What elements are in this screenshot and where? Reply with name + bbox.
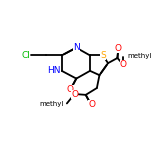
Text: methyl: methyl <box>39 101 63 107</box>
Text: N: N <box>73 43 80 52</box>
Text: O: O <box>115 44 122 53</box>
Text: O: O <box>71 90 78 98</box>
Text: S: S <box>100 51 106 60</box>
Text: O: O <box>67 85 74 94</box>
Text: methyl: methyl <box>128 53 152 59</box>
Text: O: O <box>88 100 95 109</box>
Text: HN: HN <box>47 66 61 75</box>
Text: Cl: Cl <box>21 51 30 60</box>
Text: O: O <box>120 60 127 69</box>
